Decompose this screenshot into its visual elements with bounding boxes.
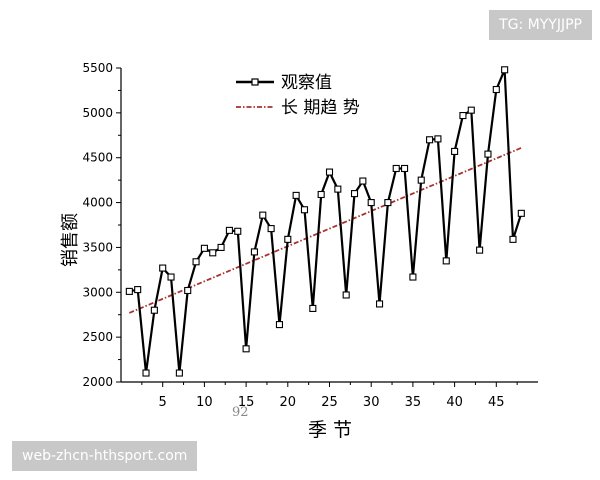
- observed-point: [492, 85, 500, 94]
- watermark-badge-top: TG: MYYJJPP: [489, 10, 592, 40]
- observed-point: [392, 164, 400, 173]
- observed-point: [467, 106, 475, 114]
- observed-point: [442, 257, 450, 265]
- observed-point: [417, 176, 425, 184]
- observed-point: [225, 226, 233, 234]
- observed-point: [125, 287, 133, 295]
- observed-point: [367, 199, 375, 207]
- y-tick-label: 4500: [82, 151, 113, 165]
- observed-point: [325, 168, 334, 176]
- observed-group: [125, 66, 525, 377]
- observed-point: [300, 206, 309, 214]
- observed-point: [259, 211, 267, 219]
- observed-point: [142, 369, 150, 377]
- observed-point: [267, 225, 275, 233]
- observed-point: [242, 345, 250, 353]
- observed-line: [129, 69, 523, 374]
- y-tick-label: 5500: [82, 61, 113, 75]
- observed-point: [175, 369, 183, 377]
- y-tick-label: 3000: [82, 285, 113, 299]
- observed-point: [350, 190, 359, 198]
- observed-point: [200, 244, 208, 252]
- observed-point: [459, 111, 467, 120]
- observed-point: [426, 136, 434, 144]
- x-tick-label: 20: [280, 395, 297, 410]
- observed-point: [184, 286, 192, 295]
- observed-point: [476, 246, 484, 254]
- x-tick-label: 30: [363, 395, 380, 410]
- observed-point: [234, 227, 242, 235]
- observed-point: [134, 286, 142, 294]
- ticks-group: 2000 2500 3000 3500 4000 4500 5000 5500 5 10 15 20 2…: [82, 61, 518, 410]
- watermark-badge-bottom: web-zhcn-hthsport.com: [12, 441, 198, 471]
- stray-label: 92: [232, 405, 249, 420]
- observed-point: [409, 273, 417, 281]
- observed-point: [284, 235, 292, 243]
- observed-point: [501, 66, 509, 74]
- trend-group: [128, 147, 522, 314]
- legend-trend-label: 长 期趋 势: [281, 98, 360, 118]
- observed-point: [334, 185, 342, 193]
- observed-point: [384, 199, 392, 207]
- y-tick-label: 2500: [82, 330, 113, 344]
- observed-point: [317, 190, 325, 199]
- observed-point: [401, 164, 409, 173]
- observed-point: [292, 191, 300, 199]
- x-tick-label: 15: [238, 395, 255, 410]
- observed-point: [509, 235, 517, 243]
- observed-point: [342, 291, 350, 299]
- observed-point: [150, 306, 158, 314]
- observed-point: [309, 304, 317, 312]
- observed-point: [167, 273, 175, 281]
- legend-observed-marker: [251, 78, 259, 86]
- x-tick-label: 45: [488, 395, 505, 410]
- x-axis-title: 季 节: [308, 419, 352, 441]
- trend-line: [128, 147, 522, 314]
- observed-point: [209, 249, 217, 257]
- x-tick-label: 35: [405, 395, 422, 410]
- observed-point: [375, 300, 384, 308]
- y-axis-title: 销售额: [60, 213, 81, 267]
- observed-point: [275, 321, 284, 329]
- observed-point: [517, 209, 525, 217]
- y-tick-label: 3500: [82, 240, 113, 254]
- legend-observed-label: 观察值: [281, 73, 332, 93]
- y-tick-label: 2000: [82, 375, 113, 389]
- observed-point: [484, 150, 492, 158]
- observed-point: [192, 258, 200, 266]
- observed-point: [159, 264, 167, 272]
- y-tick-label: 4000: [82, 196, 113, 210]
- legend: 观察值 长 期趋 势: [236, 73, 360, 118]
- observed-point: [451, 147, 459, 155]
- observed-point: [434, 135, 442, 143]
- x-tick-label: 10: [196, 395, 213, 410]
- y-tick-label: 5000: [82, 106, 113, 120]
- observed-point: [359, 177, 367, 185]
- observed-point: [217, 243, 225, 251]
- x-tick-label: 5: [159, 395, 167, 410]
- observed-point: [250, 248, 258, 256]
- x-tick-label: 40: [446, 395, 463, 410]
- x-tick-label: 25: [321, 395, 338, 410]
